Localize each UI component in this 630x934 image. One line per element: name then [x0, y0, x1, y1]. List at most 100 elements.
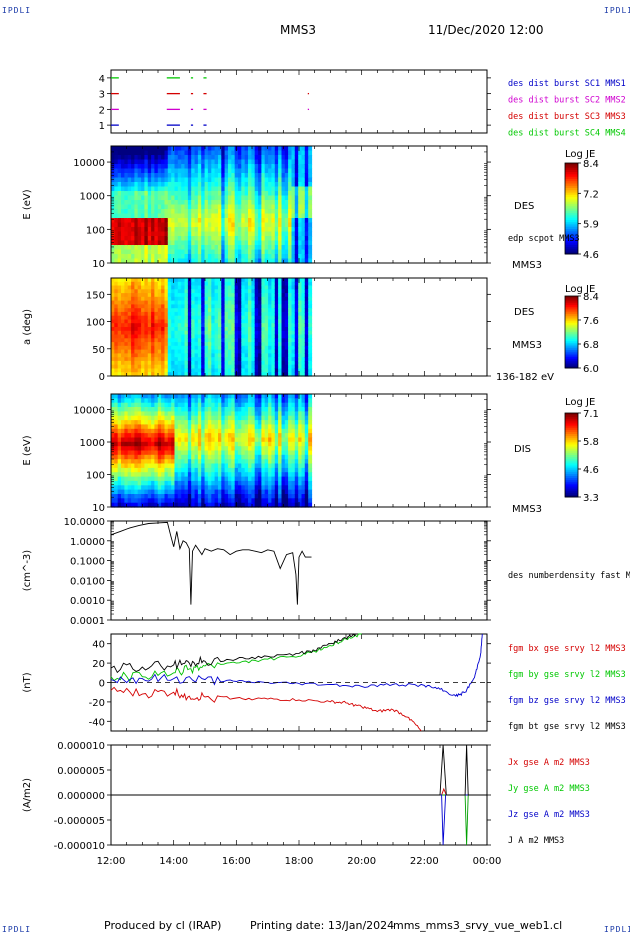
series-line — [110, 521, 312, 605]
y-tick-label: 150 — [86, 290, 105, 301]
y-axis-label: a (deg) — [22, 309, 33, 345]
y-tick-label: 10 — [92, 259, 105, 270]
colorbar-title: Log JE — [565, 397, 595, 408]
y-tick-label: 100 — [86, 318, 105, 329]
colorbar-tick-label: 4.6 — [583, 250, 599, 261]
y-tick-label: 100 — [86, 225, 105, 236]
spectrogram-dis-energy — [111, 394, 313, 508]
y-tick-label: 0.0100 — [70, 576, 105, 587]
panel-bottom-label: 136-182 eV — [496, 372, 554, 383]
panel-sublabel: edp scpot MMS3 — [508, 234, 580, 244]
y-axis-label: (nT) — [22, 672, 33, 692]
y-tick-label: 2 — [99, 105, 105, 116]
spectrogram-des-pitch-angle — [111, 278, 313, 377]
legend-entry: J A m2 MMS3 — [508, 836, 564, 846]
colorbar-title: Log JE — [565, 284, 595, 295]
x-tick-label: 22:00 — [410, 856, 439, 867]
series-line — [110, 633, 356, 674]
y-axis-label: (cm^-3) — [22, 550, 33, 591]
footer-file: mms_mms3_srvy_vue_web1.cl — [393, 919, 563, 932]
colorbar-des-pitch-angle — [564, 295, 581, 369]
panel-frame-number-density — [110, 520, 488, 621]
legend-entry: Jx gse A m2 MMS3 — [508, 758, 590, 768]
legend-entry: fgm by gse srvy l2 MMS3 — [508, 670, 626, 680]
y-tick-label: 0 — [99, 679, 105, 690]
colorbar-tick-label: 4.6 — [583, 465, 599, 476]
colorbar-tick-label: 6.0 — [583, 364, 599, 375]
y-tick-label: 40 — [92, 640, 105, 651]
series-line — [111, 787, 487, 796]
spectrogram-des-energy — [111, 146, 313, 264]
y-tick-label: -40 — [89, 717, 105, 728]
x-tick-label: 16:00 — [222, 856, 251, 867]
series-line — [111, 744, 487, 796]
panel-sublabel: MMS3 — [512, 340, 542, 351]
panel-label: DES — [514, 201, 534, 212]
colorbar-tick-label: 7.6 — [583, 316, 599, 327]
legend-entry: fgm bz gse srvy l2 MMS3 — [508, 696, 626, 706]
y-tick-label: 0.000010 — [57, 741, 105, 752]
y-tick-label: 3 — [99, 90, 105, 101]
y-axis-label: E (eV) — [22, 189, 33, 219]
y-tick-label: 10 — [92, 503, 105, 514]
y-tick-label: 10000 — [73, 406, 105, 417]
panel-frame-data-availability — [110, 69, 488, 134]
y-tick-label: 1000 — [80, 438, 105, 449]
legend-entry: des dist burst SC1 MMS1 — [508, 79, 626, 89]
corner-label-bottom-left: IPDLI — [2, 925, 32, 934]
colorbar-tick-label: 6.8 — [583, 340, 599, 351]
mission-title: MMS3 — [280, 23, 316, 37]
y-axis-label: (A/m2) — [22, 778, 33, 812]
x-tick-label: 12:00 — [97, 856, 126, 867]
panel-bottom-label: MMS3 — [512, 260, 542, 271]
legend-entry: Jy gse A m2 MMS3 — [508, 784, 590, 794]
y-tick-label: 0.0010 — [70, 596, 105, 607]
y-tick-label: 0 — [99, 372, 105, 383]
colorbar-des-energy — [564, 162, 581, 255]
series-line — [111, 794, 487, 846]
y-tick-label: 0.0001 — [70, 616, 105, 627]
y-tick-label: 0.1000 — [70, 557, 105, 568]
colorbar-tick-label: 8.4 — [583, 292, 599, 303]
series-line — [111, 794, 487, 846]
y-tick-label: -20 — [89, 698, 105, 709]
legend-entry: fgm bx gse srvy l2 MMS3 — [508, 644, 626, 654]
y-tick-label: 20 — [92, 659, 105, 670]
panel-bottom-label: MMS3 — [512, 504, 542, 515]
x-tick-label: 20:00 — [347, 856, 376, 867]
colorbar-tick-label: 3.3 — [583, 493, 599, 504]
plot-datetime: 11/Dec/2020 12:00 — [428, 23, 544, 37]
panel-label: DES — [514, 307, 534, 318]
legend-entry: des dist burst SC2 MMS2 — [508, 96, 626, 106]
colorbar-tick-label: 5.8 — [583, 437, 599, 448]
y-tick-label: 1 — [99, 121, 105, 132]
legend-entry: Jz gse A m2 MMS3 — [508, 810, 590, 820]
corner-label-top-left: IPDLI — [2, 6, 32, 15]
series-line — [110, 633, 483, 698]
y-tick-label: 0.000005 — [57, 766, 105, 777]
y-tick-label: 10.0000 — [64, 517, 105, 528]
panel-label: DIS — [514, 444, 531, 455]
y-tick-label: 100 — [86, 471, 105, 482]
y-tick-label: 1000 — [80, 192, 105, 203]
colorbar-dis-energy — [564, 412, 581, 498]
series-line — [110, 633, 362, 683]
y-tick-label: -0.000005 — [54, 816, 105, 827]
legend-entry: des dist burst SC3 MMS3 — [508, 112, 626, 122]
legend-entry: des dist burst SC4 MMS4 — [508, 129, 626, 139]
y-tick-label: 0.000000 — [57, 791, 105, 802]
corner-label-top-right: IPDLI — [604, 6, 630, 15]
footer-produced: Produced by cl (IRAP) — [104, 919, 222, 932]
x-tick-label: 14:00 — [159, 856, 188, 867]
colorbar-tick-label: 7.1 — [583, 409, 599, 420]
y-tick-label: 4 — [99, 74, 105, 85]
y-tick-label: 1.0000 — [70, 537, 105, 548]
series-line — [110, 686, 422, 732]
y-tick-label: 10000 — [73, 158, 105, 169]
colorbar-tick-label: 7.2 — [583, 189, 599, 200]
colorbar-tick-label: 8.4 — [583, 159, 599, 170]
x-tick-label: 00:00 — [473, 856, 502, 867]
corner-label-bottom-right: IPDLI — [604, 925, 630, 934]
y-tick-label: 50 — [92, 345, 105, 356]
